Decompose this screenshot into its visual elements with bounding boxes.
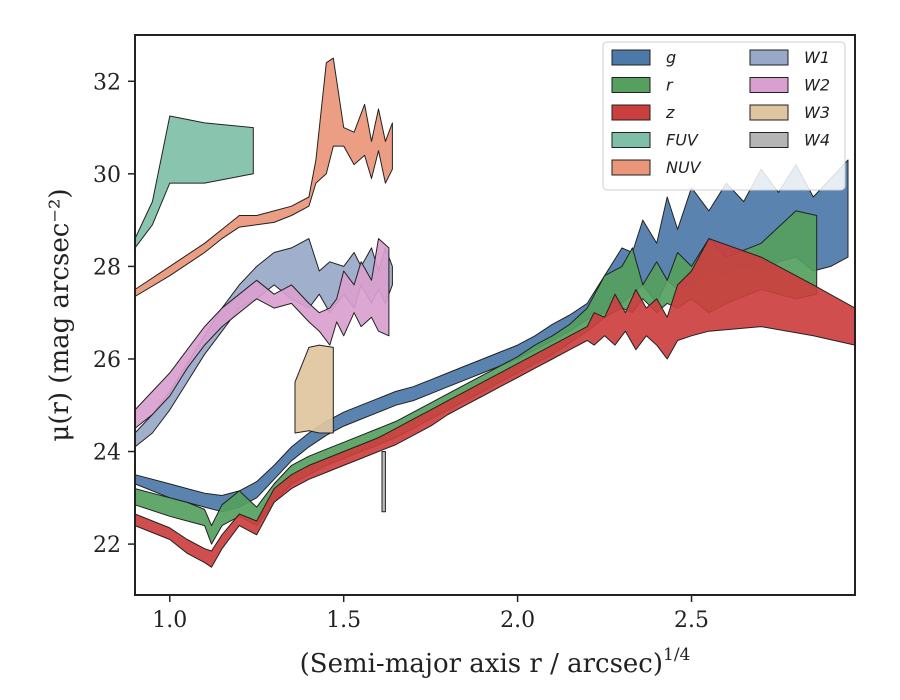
legend-label-fuv: FUV: [666, 131, 699, 150]
legend-swatch-r: [611, 77, 651, 93]
legend-label-r: r: [666, 76, 674, 95]
y-tick-label: 32: [93, 70, 121, 95]
plot-frame: [134, 34, 856, 596]
legend-label-g: g: [666, 48, 676, 67]
legend-swatch-z: [611, 104, 651, 121]
x-tick-label: 1.0: [152, 608, 187, 633]
band-w4: [381, 451, 386, 513]
legend-swatch-g: [611, 49, 651, 66]
band-w3: [294, 344, 334, 434]
legend-label-z: z: [665, 103, 675, 122]
y-axis: 22 24 26 28 30 32: [93, 70, 135, 558]
y-tick-label: 30: [93, 163, 121, 188]
band-w2: [134, 238, 390, 429]
legend-swatch-w2: [749, 77, 789, 93]
x-axis: 1.0 1.5 2.0 2.5: [152, 595, 709, 633]
legend-label-w3: W3: [804, 103, 830, 122]
x-tick-label: 2.5: [674, 608, 709, 633]
legend-label-w4: W4: [804, 131, 830, 150]
legend-swatch-w4: [749, 132, 789, 148]
legend-swatch-w3: [749, 104, 789, 121]
x-axis-title: (Semi-major axis r / arcsec)1/4: [300, 645, 691, 679]
band-fuv: [134, 115, 254, 249]
x-axis-title-text: (Semi-major axis r / arcsec): [300, 649, 663, 679]
x-tick-label: 1.5: [326, 608, 361, 633]
legend-label-nuv: NUV: [666, 158, 702, 177]
band-g: [134, 159, 849, 513]
legend-swatch-nuv: [611, 159, 651, 176]
legend-label-w2: W2: [804, 76, 830, 95]
legend: grz FUV NUV W1 W2 W3 W4: [602, 41, 846, 191]
legend-swatch-fuv: [611, 132, 651, 148]
legend-label-w1: W1: [804, 48, 830, 67]
y-tick-label: 28: [93, 255, 121, 280]
x-tick-label: 2.0: [500, 608, 535, 633]
series-bands: [134, 57, 856, 568]
y-tick-label: 26: [93, 348, 121, 373]
band-nuv: [134, 57, 393, 297]
y-tick-label: 22: [93, 533, 121, 558]
x-axis-title-superscript: 1/4: [663, 645, 690, 665]
y-axis-title: μ(r) (mag arcsec⁻²): [45, 188, 75, 441]
y-tick-label: 24: [93, 441, 121, 466]
legend-swatch-w1: [749, 49, 789, 66]
